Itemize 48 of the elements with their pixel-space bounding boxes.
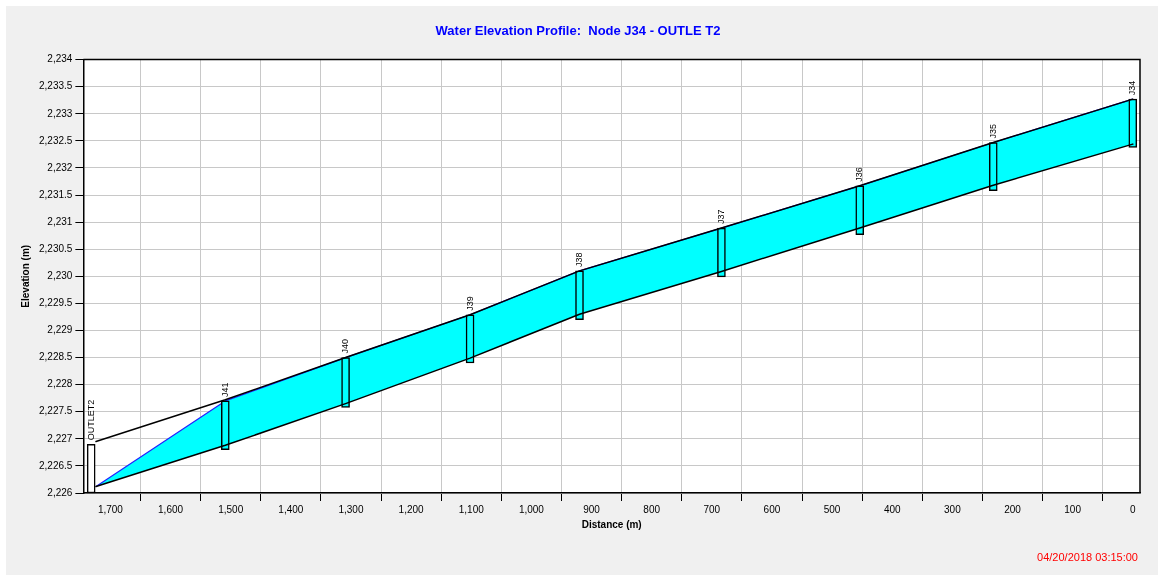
x-tick-label: 1,400	[278, 503, 304, 515]
y-tick-label: 2,231.5	[38, 188, 73, 200]
x-tick-label: 1,300	[338, 503, 364, 515]
y-tick-label: 2,227.5	[38, 405, 73, 417]
y-tick-label: 2,228	[47, 378, 73, 390]
data-label: J35	[987, 123, 998, 139]
y-tick-label: 2,231	[47, 215, 73, 227]
x-tick-label: 1,600	[158, 503, 184, 515]
y-tick-label: 2,230.5	[38, 242, 73, 254]
y-tick-label: 2,230	[47, 270, 73, 282]
x-tick-label: 500	[823, 503, 841, 515]
y-tick-label: 2,229.5	[38, 297, 73, 309]
y-tick-label: 2,232.5	[38, 134, 73, 146]
x-tick-label: 800	[643, 503, 661, 515]
data-label: J41	[219, 382, 230, 397]
x-tick-label: 900	[583, 503, 601, 515]
data-label: J34	[1127, 80, 1138, 96]
x-tick-label: 0	[1130, 503, 1136, 515]
y-tick-label: 2,226	[47, 486, 73, 498]
x-tick-label: 1,700	[97, 503, 124, 515]
x-tick-label: 100	[1064, 503, 1082, 515]
chart-title: Water Elevation Profile: Node J34 - OUTLE T2	[435, 23, 721, 39]
data-label: J37	[715, 209, 726, 225]
x-tick-label: 1,000	[518, 503, 545, 515]
x-tick-label: 700	[703, 503, 721, 515]
x-tick-label: 200	[1004, 503, 1022, 515]
y-tick-label: 2,232	[47, 161, 73, 173]
y-tick-label: 2,228.5	[38, 351, 73, 363]
data-label: J38	[573, 252, 584, 267]
x-axis-title: Distance (m)	[581, 518, 642, 530]
data-label: OUTLET2	[85, 399, 96, 441]
x-tick-label: 400	[883, 503, 902, 515]
x-tick-label: 600	[763, 503, 781, 515]
y-tick-label: 2,233	[47, 107, 73, 119]
data-label: J39	[464, 296, 475, 311]
y-tick-label: 2,227	[47, 432, 73, 444]
data-label: J36	[854, 167, 865, 182]
data-label: J40	[340, 339, 351, 354]
x-tick-label: 1,100	[458, 503, 485, 515]
x-tick-label: 1,200	[398, 503, 425, 515]
text: 04/20/2018 03:15:00	[1037, 550, 1138, 563]
y-axis-title: Elevation (m)	[19, 244, 31, 308]
y-tick-label: 2,233.5	[38, 80, 73, 92]
x-tick-label: 300	[944, 503, 962, 515]
y-tick-label: 2,234	[47, 53, 73, 65]
y-tick-label: 2,229	[47, 324, 73, 336]
y-tick-label: 2,226.5	[38, 459, 73, 471]
x-tick-label: 1,500	[218, 503, 244, 515]
